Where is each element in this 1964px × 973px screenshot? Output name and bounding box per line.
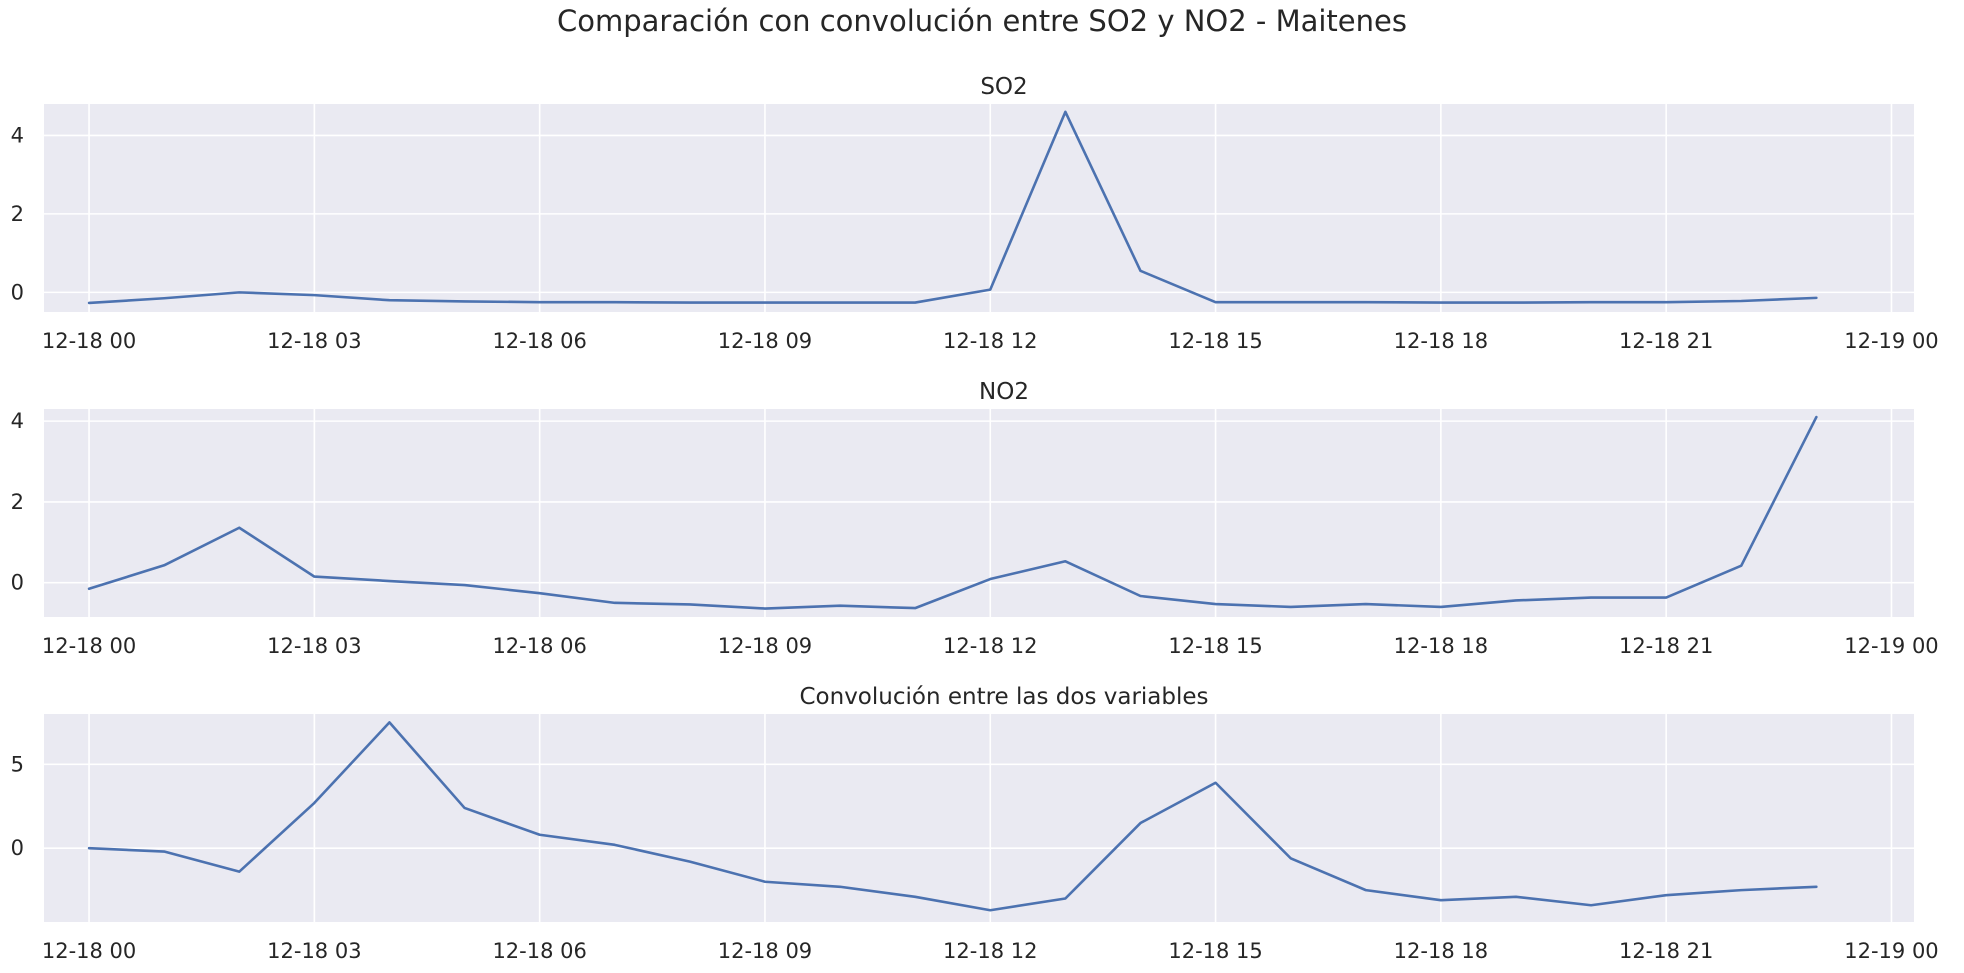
no2-x-tick-label: 12-19 00 <box>1844 634 1938 658</box>
chart-so2: 12-18 00 12-18 03 12-18 06 12-18 09 12-18 12… <box>11 74 1939 353</box>
no2-y-tick-label: 4 <box>11 409 24 433</box>
no2-x-tick-label: 12-18 06 <box>492 634 586 658</box>
no2-x-tick-label: 12-18 03 <box>267 634 361 658</box>
no2-x-tick-label: 12-18 12 <box>943 634 1037 658</box>
so2-plot-area <box>44 104 1914 312</box>
convolution-series-line <box>87 721 1818 912</box>
so2-x-tick-label: 12-18 09 <box>718 329 812 353</box>
convolution-x-tick-label: 12-18 18 <box>1394 939 1488 963</box>
convolution-x-tick-label: 12-18 00 <box>42 939 136 963</box>
so2-x-tick-label: 12-19 00 <box>1844 329 1938 353</box>
figure-title: Comparación con convolución entre SO2 y … <box>557 4 1407 38</box>
convolution-y-tick-label: 0 <box>11 836 24 860</box>
no2-plot-area <box>44 409 1914 617</box>
so2-series-line <box>87 110 1818 305</box>
convolution-x-tick-label: 12-18 21 <box>1619 939 1713 963</box>
convolution-x-tick-label: 12-19 00 <box>1844 939 1938 963</box>
convolution-plot-area <box>44 714 1914 922</box>
so2-x-tick-label: 12-18 03 <box>267 329 361 353</box>
chart-no2: 12-18 00 12-18 03 12-18 06 12-18 09 12-18 12… <box>11 379 1939 658</box>
no2-x-tick-label: 12-18 09 <box>718 634 812 658</box>
so2-x-tick-label: 12-18 12 <box>943 329 1037 353</box>
so2-y-tick-label: 4 <box>11 123 24 147</box>
convolution-x-tick-label: 12-18 09 <box>718 939 812 963</box>
so2-x-tick-label: 12-18 06 <box>492 329 586 353</box>
so2-x-tick-label: 12-18 15 <box>1168 329 1262 353</box>
no2-panel-title: NO2 <box>979 379 1029 405</box>
no2-series-line <box>87 415 1818 610</box>
so2-y-tick-label: 2 <box>11 202 24 226</box>
chart-convolution: 12-18 00 12-18 03 12-18 06 12-18 09 12-18 12… <box>11 684 1939 963</box>
so2-x-tick-label: 12-18 00 <box>42 329 136 353</box>
no2-x-tick-label: 12-18 15 <box>1168 634 1262 658</box>
convolution-y-tick-label: 5 <box>11 752 24 776</box>
convolution-panel-title: Convolución entre las dos variables <box>799 684 1208 710</box>
convolution-x-tick-label: 12-18 12 <box>943 939 1037 963</box>
no2-x-tick-label: 12-18 00 <box>42 634 136 658</box>
so2-x-tick-label: 12-18 21 <box>1619 329 1713 353</box>
no2-y-tick-label: 2 <box>11 490 24 514</box>
so2-x-tick-label: 12-18 18 <box>1394 329 1488 353</box>
no2-y-tick-label: 0 <box>11 571 24 595</box>
convolution-x-tick-label: 12-18 15 <box>1168 939 1262 963</box>
so2-panel-title: SO2 <box>980 74 1027 100</box>
convolution-x-tick-label: 12-18 03 <box>267 939 361 963</box>
no2-x-tick-label: 12-18 18 <box>1394 634 1488 658</box>
convolution-x-tick-label: 12-18 06 <box>492 939 586 963</box>
no2-x-tick-label: 12-18 21 <box>1619 634 1713 658</box>
so2-y-tick-label: 0 <box>11 280 24 304</box>
